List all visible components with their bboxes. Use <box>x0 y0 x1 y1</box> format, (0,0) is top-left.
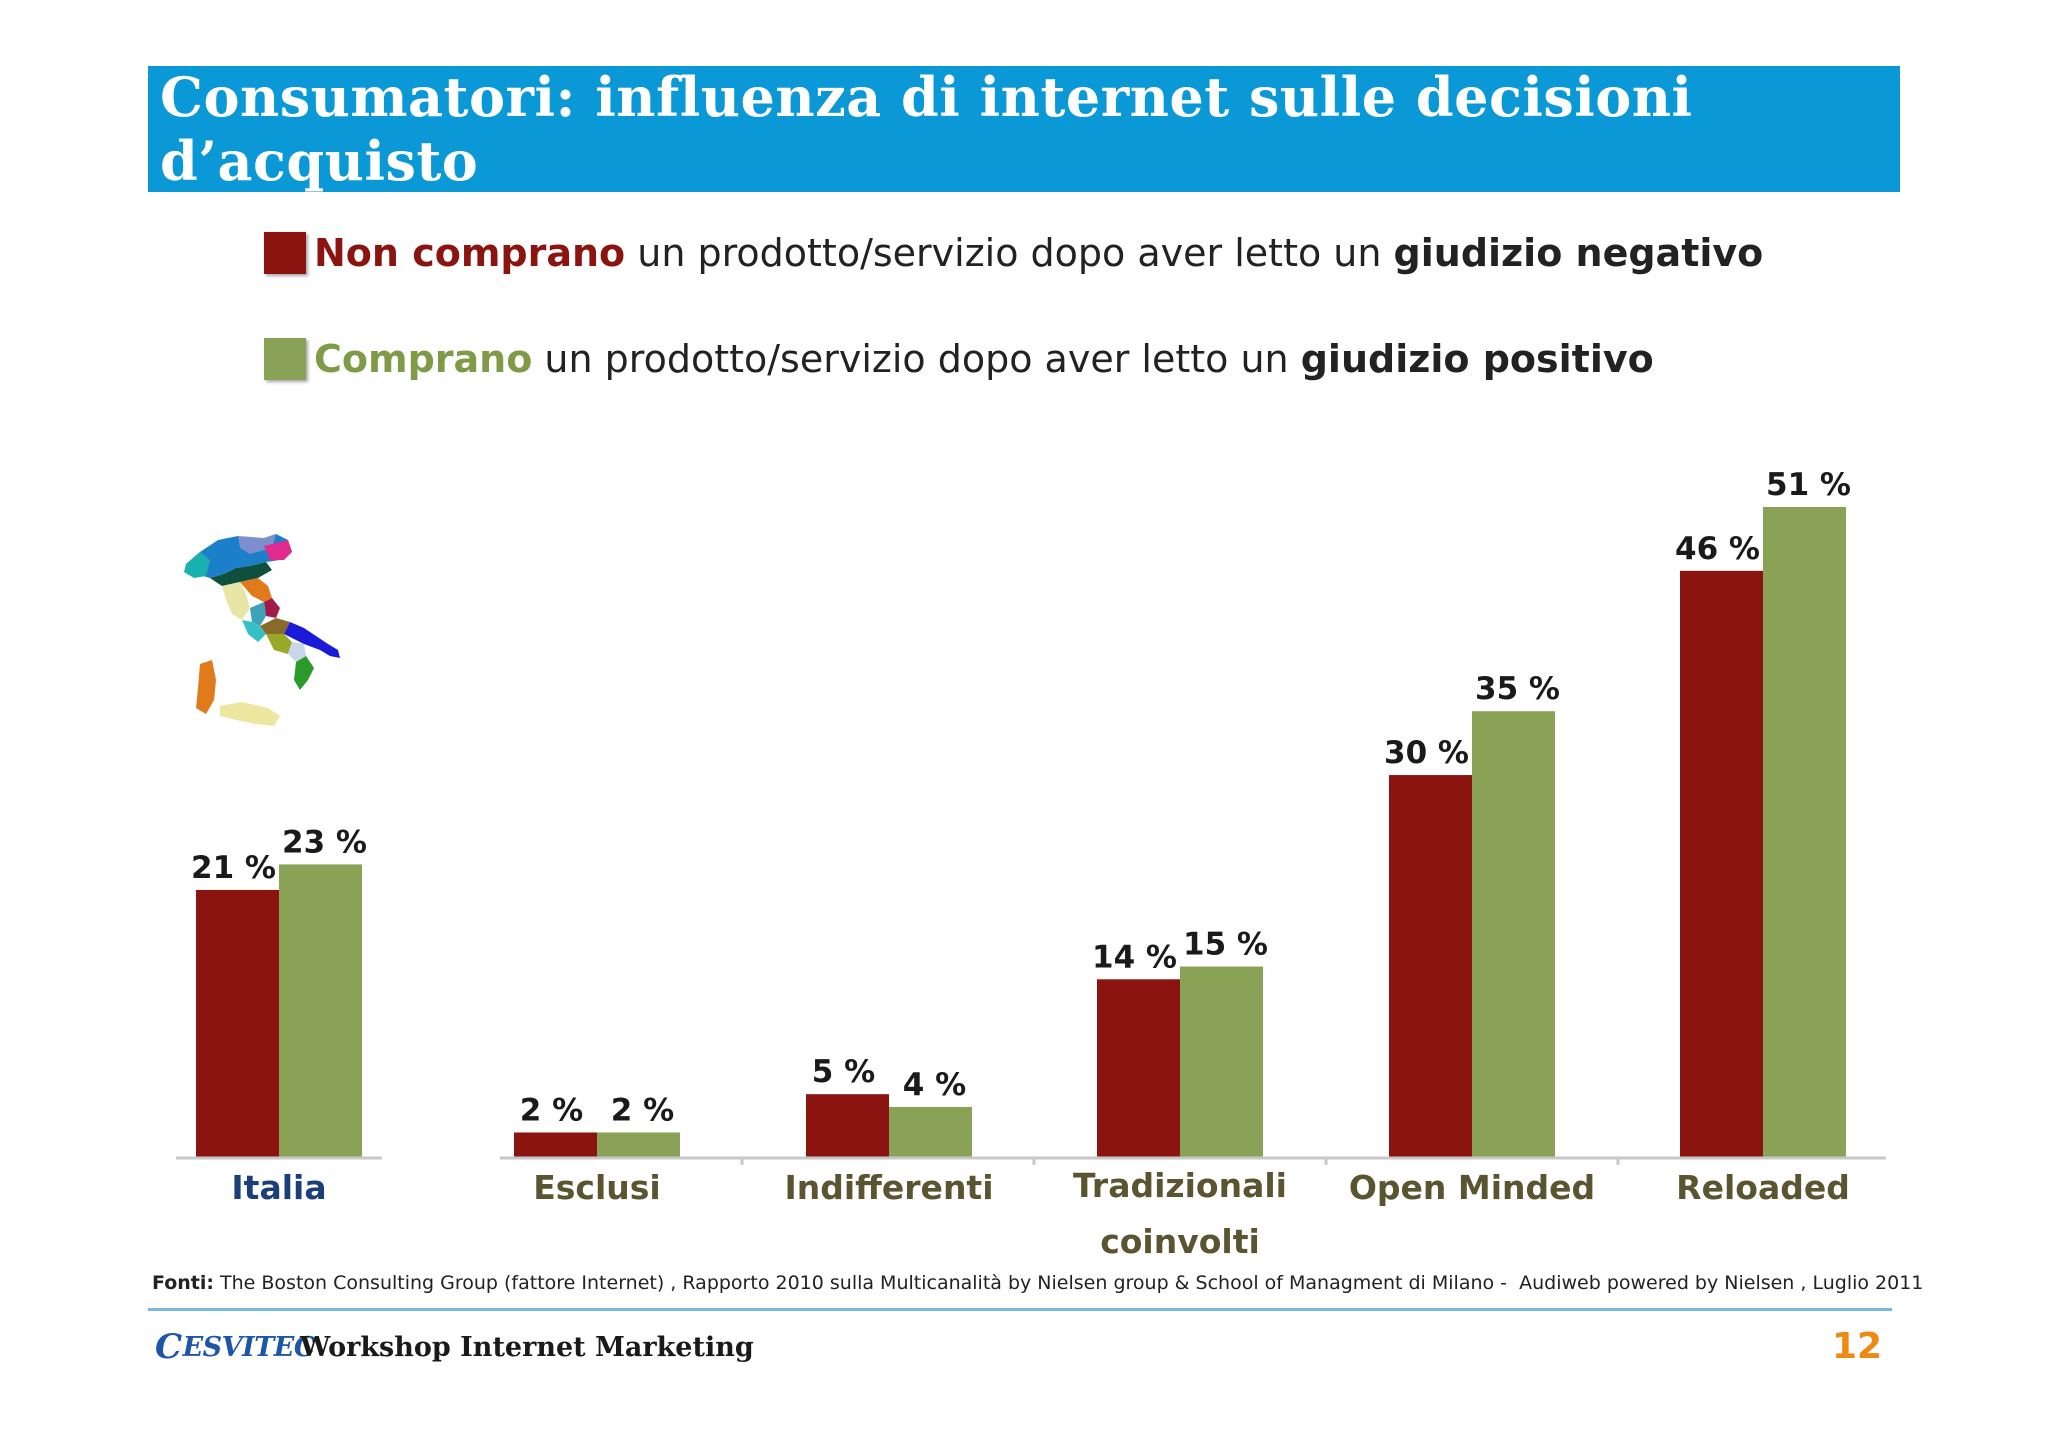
value-label-non-comprano-1: 2 % <box>520 1092 583 1128</box>
bar-comprano-2 <box>889 1106 972 1158</box>
bar-comprano-0 <box>279 864 362 1158</box>
legend-strong-negative: Non comprano <box>314 231 626 275</box>
legend-tail-positive: giudizio positivo <box>1300 337 1654 381</box>
bar-comprano-5 <box>1763 507 1846 1158</box>
value-label-non-comprano-2: 5 % <box>812 1054 875 1090</box>
value-label-comprano-2: 4 % <box>903 1067 966 1103</box>
legend-tail-negative: giudizio negativo <box>1393 231 1764 275</box>
bar-comprano-4 <box>1472 711 1555 1158</box>
value-labels-layer: 21 %23 % 2 % 2 % 5 % 4 % 14 % 15 % 30 %35 % 46 %… <box>191 467 1851 1128</box>
footer-divider <box>148 1308 1892 1311</box>
legend-swatch-negative <box>264 232 306 274</box>
source-label: Fonti: <box>152 1272 214 1294</box>
source-note: Fonti: The Boston Consulting Group (fatt… <box>152 1272 1923 1294</box>
title-bar: Consumatori: influenza di internet sulle… <box>148 65 1900 193</box>
source-text: The Boston Consulting Group (fattore Int… <box>213 1272 1924 1294</box>
category-label-2: Indifferenti <box>784 1168 994 1207</box>
italy-regions-map-icon <box>184 534 340 726</box>
workshop-title: Workshop Internet Marketing <box>300 1331 754 1363</box>
value-label-non-comprano-5: 46 % <box>1675 531 1760 567</box>
legend-item-comprano: Comprano un prodotto/servizio dopo aver … <box>264 334 1654 384</box>
brand-initial: C <box>155 1327 182 1367</box>
page-number: 12 <box>1832 1325 1883 1367</box>
bar-comprano-1 <box>597 1132 680 1158</box>
legend-middle-positive: un prodotto/servizio dopo aver letto un <box>532 337 1301 381</box>
bar-non-comprano-5 <box>1680 570 1763 1158</box>
value-label-non-comprano-4: 30 % <box>1384 735 1469 771</box>
slide-title: Consumatori: influenza di internet sulle… <box>160 65 1693 193</box>
category-label-4: Open Minded <box>1348 1168 1596 1207</box>
value-label-non-comprano-3: 14 % <box>1092 939 1177 975</box>
bars-layer <box>196 507 1846 1158</box>
brand-name: ESVITEC <box>182 1331 316 1363</box>
value-label-comprano-3: 15 % <box>1183 927 1268 963</box>
bar-non-comprano-2 <box>806 1094 889 1158</box>
value-label-non-comprano-0: 21 % <box>191 850 276 886</box>
bar-non-comprano-0 <box>196 889 279 1158</box>
bar-comprano-3 <box>1180 966 1263 1158</box>
legend-item-non-comprano: Non comprano un prodotto/servizio dopo a… <box>264 228 1763 278</box>
bar-non-comprano-4 <box>1389 775 1472 1158</box>
category-label-1: Esclusi <box>533 1168 661 1207</box>
value-label-comprano-0: 23 % <box>282 824 367 860</box>
legend-middle-negative: un prodotto/servizio dopo aver letto un <box>625 231 1394 275</box>
legend-swatch-positive <box>264 338 306 380</box>
cesvitec-logo: C ESVITEC <box>155 1326 315 1368</box>
category-label-5: Reloaded <box>1676 1168 1850 1207</box>
category-label-0: Italia <box>231 1168 327 1207</box>
bar-non-comprano-1 <box>514 1132 597 1158</box>
value-label-comprano-1: 2 % <box>611 1092 674 1128</box>
legend-strong-positive: Comprano <box>314 337 533 381</box>
axis-layer <box>176 1156 1886 1165</box>
category-label-3: Tradizionali coinvolti <box>1073 1166 1287 1261</box>
value-label-comprano-5: 51 % <box>1766 467 1851 503</box>
bar-non-comprano-3 <box>1097 979 1180 1158</box>
value-label-comprano-4: 35 % <box>1475 671 1560 707</box>
